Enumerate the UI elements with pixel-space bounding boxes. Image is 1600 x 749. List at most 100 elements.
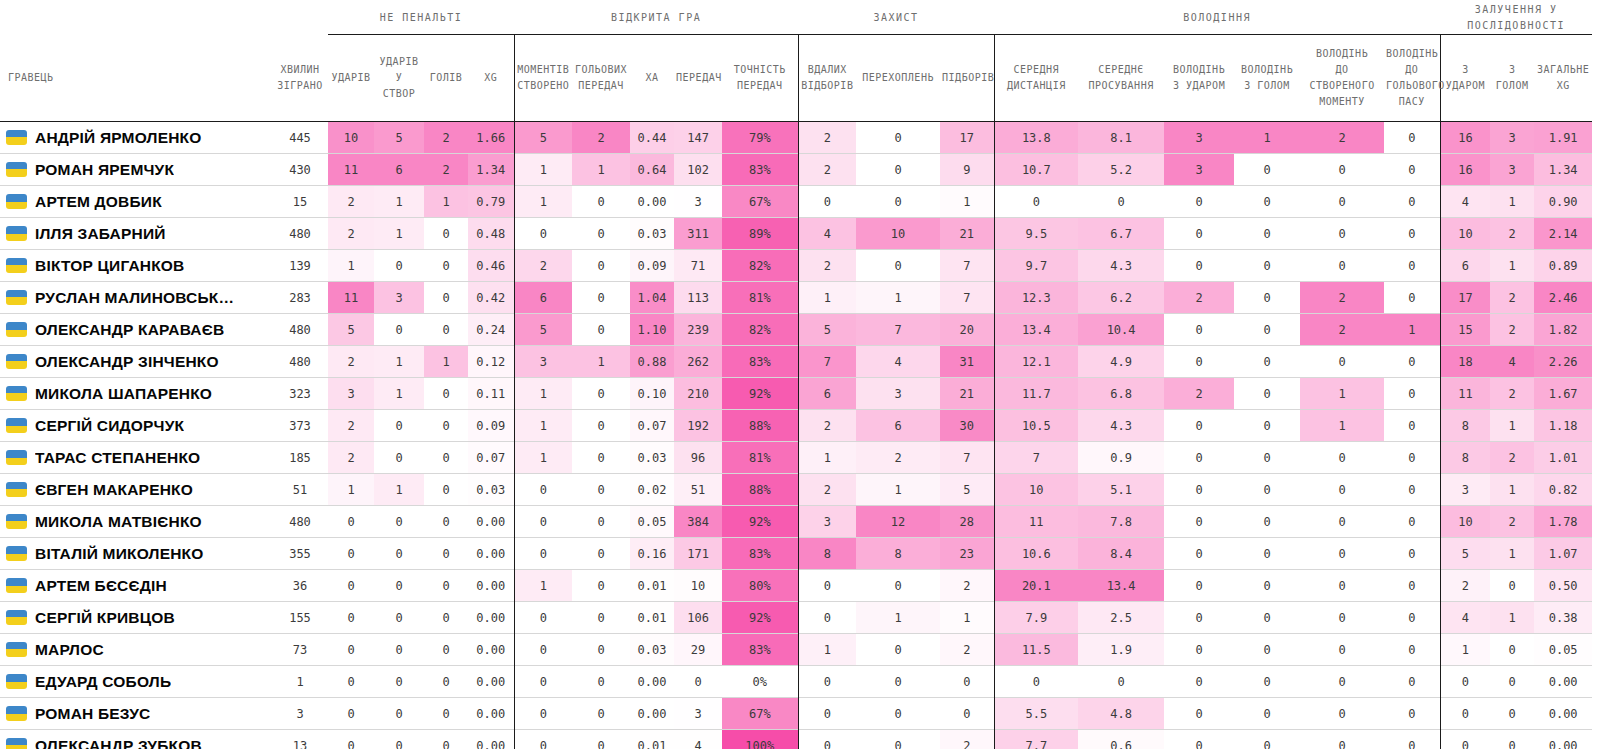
player-column-header[interactable]: ГРАВЕЦЬ [0, 35, 272, 122]
stat-cell: 11 [328, 282, 374, 314]
stat-cell: 5 [374, 122, 424, 154]
player-row[interactable]: МИКОЛА МАТВІЄНКО4800000.00000.0538492%31… [0, 506, 1592, 538]
player-row[interactable]: ІЛЛЯ ЗАБАРНИЙ4802100.48000.0331189%41021… [0, 218, 1592, 250]
stat-cell: 0 [1300, 154, 1384, 186]
stat-cell: 6 [374, 154, 424, 186]
stat-column-header[interactable]: ПІДБОРІВ [940, 35, 994, 122]
stat-column-header[interactable]: ПЕРЕХОПЛЕНЬ [856, 35, 940, 122]
player-row[interactable]: ВІТАЛІЙ МИКОЛЕНКО3550000.00000.1617183%8… [0, 538, 1592, 570]
player-row[interactable]: АНДРІЙ ЯРМОЛЕНКО44510521.66520.4414779%2… [0, 122, 1592, 154]
stat-column-header[interactable]: XA [630, 35, 674, 122]
stat-cell: 0 [514, 218, 572, 250]
stat-cell: 2 [1490, 442, 1534, 474]
stat-cell: 0 [424, 442, 468, 474]
stat-cell: 0 [374, 634, 424, 666]
stat-column-header[interactable]: МОМЕНТІВ СТВОРЕНО [514, 35, 572, 122]
stat-cell: 29 [674, 634, 722, 666]
player-row[interactable]: МИКОЛА ШАПАРЕНКО3233100.11100.1021092%63… [0, 378, 1592, 410]
stat-column-header[interactable]: ВОЛОДІНЬ З УДАРОМ [1164, 35, 1234, 122]
stat-cell: 0.00 [1534, 698, 1592, 730]
stat-column-header[interactable]: XG [468, 35, 514, 122]
stat-cell: 7 [940, 442, 994, 474]
stat-cell: 0 [1384, 250, 1440, 282]
player-name: СЕРГІЙ КРИВЦОВ [35, 609, 175, 627]
stat-cell: 1 [940, 186, 994, 218]
stat-column-header[interactable]: СЕРЕДНЯ ДИСТАНЦІЯ [994, 35, 1078, 122]
stat-column-header[interactable]: ВОЛОДІНЬ ДО ГОЛЬОВОГО ПАСУ [1384, 35, 1440, 122]
stat-cell: 0 [1234, 442, 1300, 474]
stat-cell: 0 [1300, 506, 1384, 538]
stat-cell: 0 [1164, 666, 1234, 698]
stat-column-header[interactable]: ВДАЛИХ ВІДБОРІВ [798, 35, 856, 122]
stat-cell: 2 [1300, 282, 1384, 314]
stat-cell: 2 [798, 122, 856, 154]
player-row[interactable]: СЕРГІЙ КРИВЦОВ1550000.00000.0110692%0117… [0, 602, 1592, 634]
stat-cell: 0 [1300, 730, 1384, 749]
player-row[interactable]: ЕДУАРД СОБОЛЬ10000.00000.0000%0000000000… [0, 666, 1592, 698]
ukraine-flag-icon [6, 418, 27, 433]
stat-cell: 0.64 [630, 154, 674, 186]
stat-cell: 0 [1300, 538, 1384, 570]
player-name: АРТЕМ ДОВБИК [35, 193, 162, 211]
stat-cell: 4.8 [1078, 698, 1164, 730]
stat-cell: 15 [1440, 314, 1490, 346]
stat-cell: 9.5 [994, 218, 1078, 250]
stat-cell: 1 [1490, 186, 1534, 218]
stat-cell: 239 [674, 314, 722, 346]
stat-column-header[interactable]: УДАРІВ У СТВОР [374, 35, 424, 122]
stat-column-header[interactable]: ТОЧНІСТЬ ПЕРЕДАЧ [722, 35, 798, 122]
stat-column-header[interactable]: СЕРЕДНЄ ПРОСУВАННЯ [1078, 35, 1164, 122]
stat-cell: 0 [374, 570, 424, 602]
stat-cell: 0 [572, 730, 630, 749]
stat-cell: 89% [722, 218, 798, 250]
stat-cell: 0 [1164, 346, 1234, 378]
stat-column-header[interactable]: ГОЛЬОВИХ ПЕРЕДАЧ [572, 35, 630, 122]
stat-cell: 139 [272, 250, 328, 282]
stat-cell: 5 [514, 314, 572, 346]
player-row[interactable]: ВІКТОР ЦИГАНКОВ1391000.46200.097182%2079… [0, 250, 1592, 282]
stat-cell: 0 [424, 634, 468, 666]
stat-column-header[interactable]: ВОЛОДІНЬ З ГОЛОМ [1234, 35, 1300, 122]
stat-cell: 82% [722, 250, 798, 282]
player-row[interactable]: ОЛЕКСАНДР ЗУБКОВ130000.00000.014100%0027… [0, 730, 1592, 749]
player-row[interactable]: ЄВГЕН МАКАРЕНКО511100.03000.025188%21510… [0, 474, 1592, 506]
stat-cell: 10.4 [1078, 314, 1164, 346]
player-row[interactable]: ОЛЕКСАНДР ЗІНЧЕНКО4802110.12310.8826283%… [0, 346, 1592, 378]
stat-column-header[interactable]: ЗАГАЛЬНЕ XG [1534, 35, 1592, 122]
stat-cell: 1 [798, 634, 856, 666]
stat-cell: 1 [514, 442, 572, 474]
stat-cell: 0 [572, 218, 630, 250]
stat-cell: 1.07 [1534, 538, 1592, 570]
stat-cell: 1 [424, 346, 468, 378]
ukraine-flag-icon [6, 162, 27, 177]
stat-column-header[interactable]: ГОЛІВ [424, 35, 468, 122]
stat-cell: 0 [1300, 442, 1384, 474]
player-row[interactable]: АРТЕМ БЄСЄДІН360000.00100.011080%00220.1… [0, 570, 1592, 602]
stat-cell: 96 [674, 442, 722, 474]
player-row[interactable]: СЕРГІЙ СИДОРЧУК3732000.09100.0719288%263… [0, 410, 1592, 442]
stat-column-header[interactable]: ПЕРЕДАЧ [674, 35, 722, 122]
stat-cell: 2 [424, 122, 468, 154]
stat-cell: 0 [1234, 730, 1300, 749]
player-row[interactable]: МАРЛОС730000.00000.032983%10211.51.90000… [0, 634, 1592, 666]
stat-cell: 0 [424, 570, 468, 602]
player-row[interactable]: ТАРАС СТЕПАНЕНКО1852000.07100.039681%127… [0, 442, 1592, 474]
stat-column-header[interactable]: ВОЛОДІНЬ ДО СТВОРЕНОГО МОМЕНТУ [1300, 35, 1384, 122]
player-row[interactable]: РОМАН БЕЗУС30000.00000.00367%0005.54.800… [0, 698, 1592, 730]
stat-cell: 13 [272, 730, 328, 749]
player-stats-page: НЕ ПЕНАЛЬТІВІДКРИТА ГРАЗАХИСТВОЛОДІННЯЗА… [0, 0, 1600, 749]
stat-column-header[interactable]: З УДАРОМ [1440, 35, 1490, 122]
player-row[interactable]: ОЛЕКСАНДР КАРАВАЄВ4805000.24501.1023982%… [0, 314, 1592, 346]
player-row[interactable]: РОМАН ЯРЕМЧУК43011621.34110.6410283%2091… [0, 154, 1592, 186]
ukraine-flag-icon [6, 226, 27, 241]
stat-cell: 1 [798, 442, 856, 474]
player-row[interactable]: РУСЛАН МАЛИНОВСЬК…28311300.42601.0411381… [0, 282, 1592, 314]
player-row[interactable]: АРТЕМ ДОВБИК152110.79100.00367%001000000… [0, 186, 1592, 218]
stat-cell: 0 [1490, 698, 1534, 730]
stat-column-header[interactable]: З ГОЛОМ [1490, 35, 1534, 122]
stat-cell: 0 [572, 314, 630, 346]
stat-column-header[interactable]: УДАРІВ [328, 35, 374, 122]
player-cell: ВІКТОР ЦИГАНКОВ [0, 250, 272, 282]
stat-column-header[interactable]: ХВИЛИН ЗІГРАНО [272, 35, 328, 122]
player-cell: ТАРАС СТЕПАНЕНКО [0, 442, 272, 474]
